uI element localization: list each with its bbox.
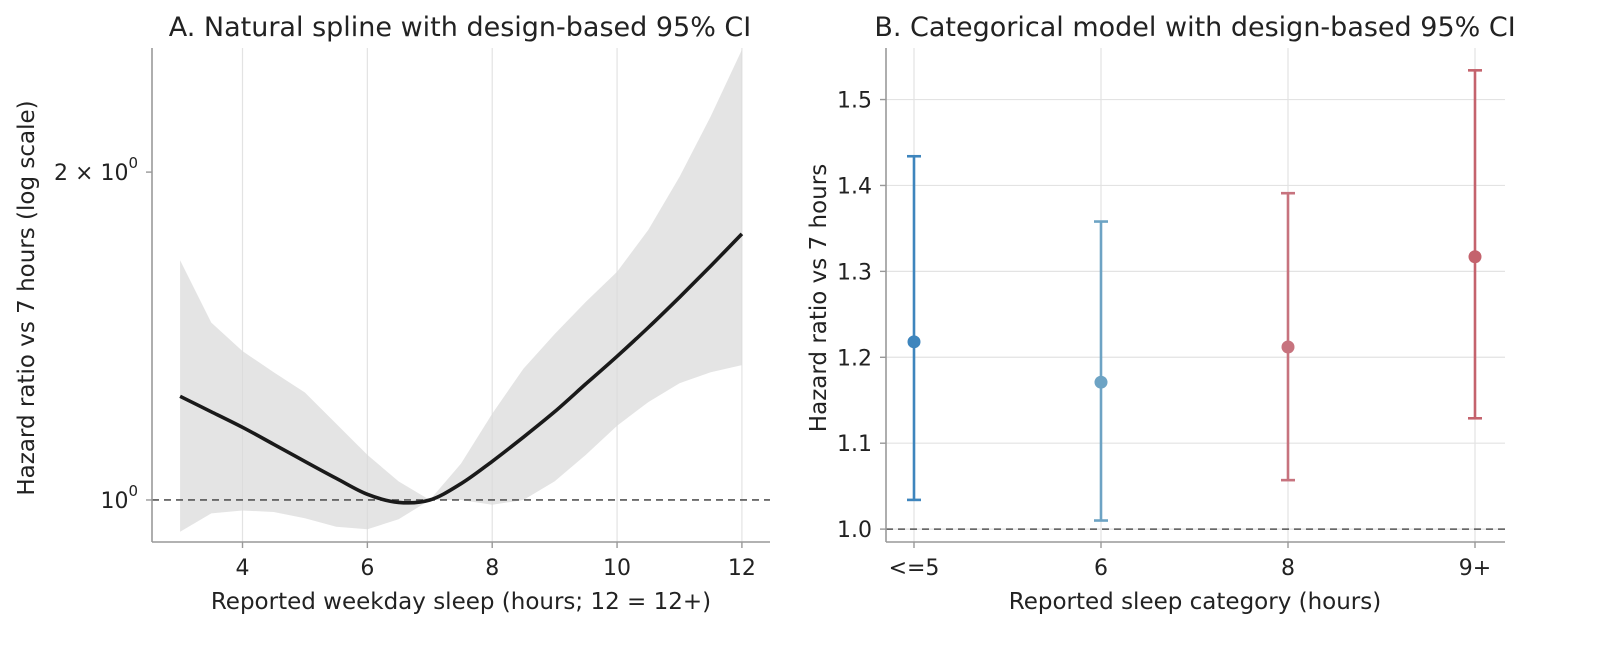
panel-a-spline-line [179, 232, 744, 505]
errorbar-3 [1468, 69, 1482, 420]
panel-b-x-tick-label: 9+ [1459, 556, 1491, 581]
panel-a-y-tick-label: 2 × 100 [54, 154, 138, 186]
panel-b-error-bars [907, 69, 1482, 522]
panel-b-gridlines [886, 48, 1505, 542]
panel-a-y-tick-label: 100 [100, 482, 138, 514]
panel-b-y-tick-label: 1.2 [837, 346, 872, 371]
panel-b-x-tick-label: 6 [1094, 556, 1108, 581]
panel-a-x-tick-label: 6 [360, 556, 374, 581]
panel-b-y-tick-label: 1.3 [837, 260, 872, 285]
panel-b-y-tick-label: 1.5 [837, 89, 872, 114]
panel-b-y-axis-label: Hazard ratio vs 7 hours [806, 164, 832, 432]
panel-a-title: A. Natural spline with design-based 95% … [169, 12, 752, 43]
panel-b-categorical-chart: <=5 6 8 9+ 1.0 1.1 1.2 1.3 1.4 1.5 B. Categorica… [806, 12, 1516, 615]
panel-a-axes [151, 48, 770, 543]
panel-b-y-tick-label: 1.4 [837, 174, 872, 199]
panel-b-axes [885, 48, 1505, 543]
errorbar-1 [1094, 220, 1108, 522]
panel-a-x-tick-label: 12 [728, 556, 756, 581]
panel-a-y-tick-exponent: 0 [128, 482, 138, 500]
panel-a-y-tick-base: 2 × 10 [54, 161, 128, 186]
panel-b-y-tick-label: 1.1 [837, 432, 872, 457]
errorbar-0 [907, 154, 921, 502]
panel-b-y-ticks: 1.0 1.1 1.2 1.3 1.4 1.5 [837, 89, 886, 543]
panel-b-title: B. Categorical model with design-based 9… [874, 12, 1515, 43]
point-estimate-marker [907, 335, 921, 349]
point-estimate-marker [1468, 250, 1482, 264]
panel-b-x-tick-label: <=5 [889, 556, 940, 581]
panel-a-y-axis-label: Hazard ratio vs 7 hours (log scale) [14, 100, 40, 495]
panel-a-x-tick-label: 10 [603, 556, 631, 581]
point-estimate-marker [1281, 340, 1295, 354]
panel-b-x-tick-label: 8 [1281, 556, 1295, 581]
panel-b-x-ticks: <=5 6 8 9+ [889, 542, 1491, 581]
panel-b-x-axis-label: Reported sleep category (hours) [1009, 589, 1381, 615]
panel-a-confidence-band [180, 49, 742, 532]
errorbar-2 [1281, 191, 1295, 482]
panel-a-x-tick-label: 4 [236, 556, 250, 581]
point-estimate-marker [1094, 375, 1108, 389]
panel-a-x-tick-label: 8 [485, 556, 499, 581]
panel-a-x-axis-label: Reported weekday sleep (hours; 12 = 12+) [211, 589, 711, 615]
panel-a-y-tick-base: 10 [100, 489, 128, 514]
panel-a-y-tick-exponent: 0 [128, 154, 138, 172]
panel-b-y-tick-label: 1.0 [837, 518, 872, 543]
panel-a-x-ticks: 4 6 8 10 12 [236, 542, 756, 581]
